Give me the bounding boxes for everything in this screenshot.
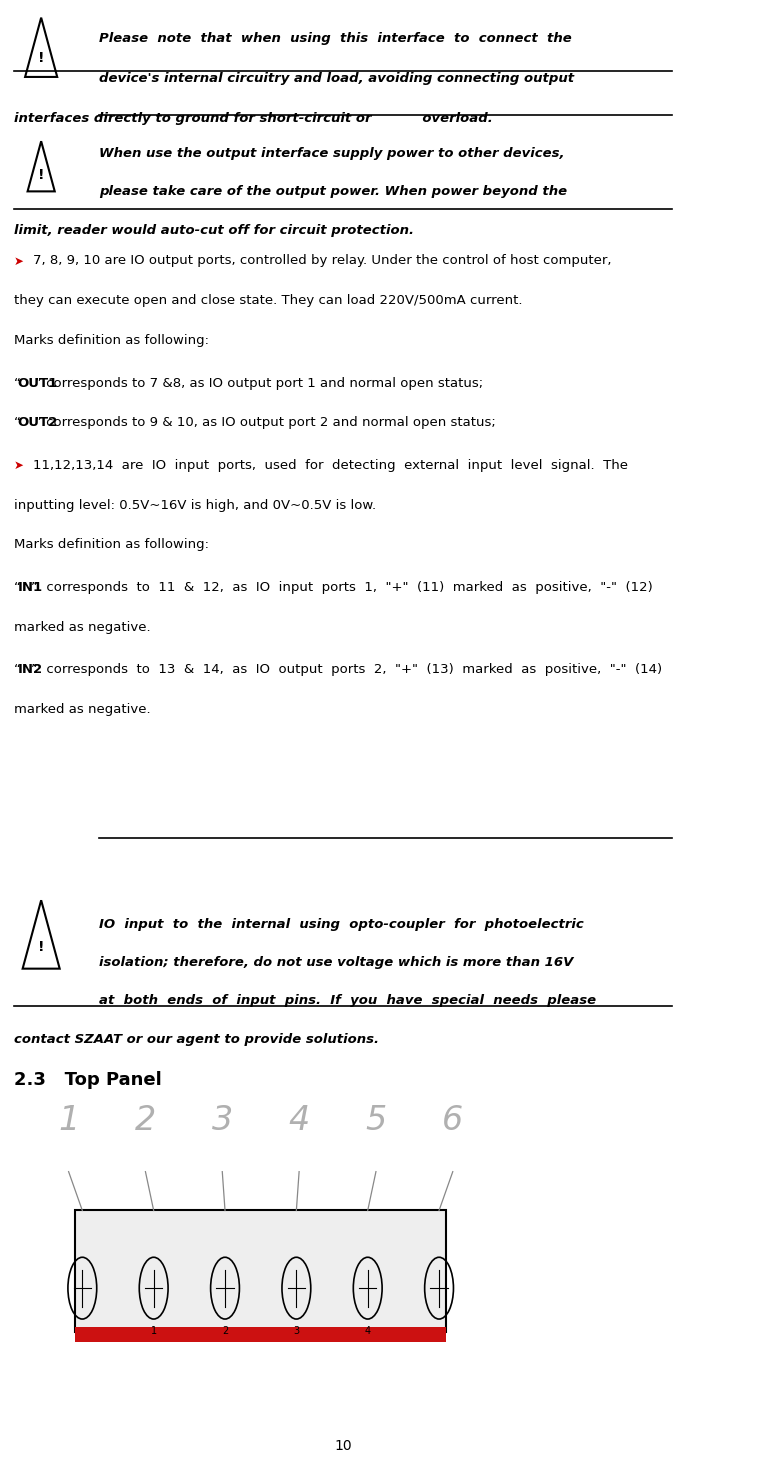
Text: 4: 4 xyxy=(365,1327,371,1336)
Text: IN2: IN2 xyxy=(17,663,42,677)
Text: 2.3   Top Panel: 2.3 Top Panel xyxy=(14,1071,161,1089)
Text: marked as negative.: marked as negative. xyxy=(14,703,151,716)
Text: isolation; therefore, do not use voltage which is more than 16V: isolation; therefore, do not use voltage… xyxy=(99,956,574,969)
Text: 2: 2 xyxy=(222,1327,228,1336)
Text: “: “ xyxy=(14,416,20,430)
Text: Please  note  that  when  using  this  interface  to  connect  the: Please note that when using this interfa… xyxy=(99,32,572,46)
Text: IO  input  to  the  internal  using  opto-coupler  for  photoelectric: IO input to the internal using opto-coup… xyxy=(99,918,584,931)
Text: inputting level: 0.5V~16V is high, and 0V~0.5V is low.: inputting level: 0.5V~16V is high, and 0… xyxy=(14,499,375,512)
Text: limit, reader would auto-cut off for circuit protection.: limit, reader would auto-cut off for cir… xyxy=(14,224,414,237)
Text: 6: 6 xyxy=(442,1103,463,1137)
Text: 3: 3 xyxy=(293,1327,300,1336)
Text: 1: 1 xyxy=(151,1327,157,1336)
Text: ”  corresponds  to  13  &  14,  as  IO  output  ports  2,  "+"  (13)  marked  as: ” corresponds to 13 & 14, as IO output p… xyxy=(31,663,662,677)
Text: !: ! xyxy=(38,940,45,953)
Bar xyxy=(76,1327,446,1342)
Text: 1: 1 xyxy=(58,1103,79,1137)
Text: “: “ xyxy=(14,663,20,677)
Text: 10: 10 xyxy=(334,1439,352,1453)
Text: “: “ xyxy=(14,581,20,594)
Text: 2: 2 xyxy=(135,1103,156,1137)
Text: ➤: ➤ xyxy=(14,254,23,268)
Text: Marks definition as following:: Marks definition as following: xyxy=(14,538,209,552)
Text: marked as negative.: marked as negative. xyxy=(14,621,151,634)
Text: 3: 3 xyxy=(212,1103,233,1137)
Text: 7, 8, 9, 10 are IO output ports, controlled by relay. Under the control of host : 7, 8, 9, 10 are IO output ports, control… xyxy=(33,254,612,268)
Text: When use the output interface supply power to other devices,: When use the output interface supply pow… xyxy=(99,147,565,160)
Text: 11,12,13,14  are  IO  input  ports,  used  for  detecting  external  input  leve: 11,12,13,14 are IO input ports, used for… xyxy=(33,459,628,472)
Text: !: ! xyxy=(38,168,45,182)
Text: ”  corresponds  to  11  &  12,  as  IO  input  ports  1,  "+"  (11)  marked  as : ” corresponds to 11 & 12, as IO input po… xyxy=(31,581,653,594)
Text: please take care of the output power. When power beyond the: please take care of the output power. Wh… xyxy=(99,185,568,199)
Text: IN1: IN1 xyxy=(17,581,42,594)
Text: !: ! xyxy=(38,51,45,65)
Text: 5: 5 xyxy=(366,1103,387,1137)
Text: device's internal circuitry and load, avoiding connecting output: device's internal circuitry and load, av… xyxy=(99,72,575,85)
Text: ➤: ➤ xyxy=(14,459,23,472)
Text: “: “ xyxy=(14,377,20,390)
Text: ” corresponds to 7 &8, as IO output port 1 and normal open status;: ” corresponds to 7 &8, as IO output port… xyxy=(36,377,484,390)
Text: contact SZAAT or our agent to provide solutions.: contact SZAAT or our agent to provide so… xyxy=(14,1033,378,1046)
Text: 4: 4 xyxy=(288,1103,310,1137)
Text: at  both  ends  of  input  pins.  If  you  have  special  needs  please: at both ends of input pins. If you have … xyxy=(99,994,597,1008)
Text: ” corresponds to 9 & 10, as IO output port 2 and normal open status;: ” corresponds to 9 & 10, as IO output po… xyxy=(36,416,497,430)
Bar xyxy=(76,1211,446,1331)
Text: interfaces directly to ground for short-circuit or           overload.: interfaces directly to ground for short-… xyxy=(14,112,493,125)
Text: OUT1: OUT1 xyxy=(17,377,58,390)
Text: Marks definition as following:: Marks definition as following: xyxy=(14,334,209,347)
Text: OUT2: OUT2 xyxy=(17,416,58,430)
Text: they can execute open and close state. They can load 220V/500mA current.: they can execute open and close state. T… xyxy=(14,294,522,307)
